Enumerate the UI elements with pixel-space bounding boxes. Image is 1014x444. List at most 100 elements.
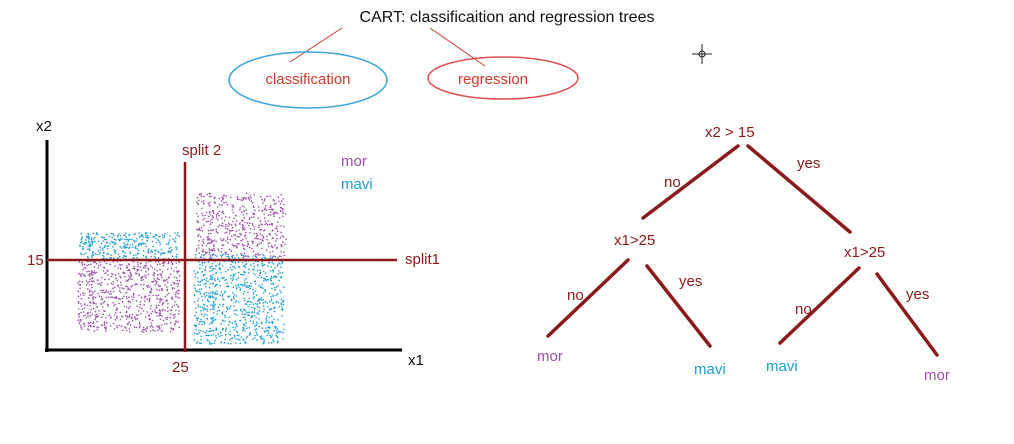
scatter-point — [257, 243, 259, 246]
scatter-point — [133, 265, 135, 268]
scatter-point — [238, 229, 240, 231]
scatter-point — [208, 343, 211, 345]
scatter-point — [103, 326, 106, 329]
scatter-point — [199, 267, 201, 270]
scatter-point — [263, 330, 266, 333]
scatter-point — [248, 327, 251, 329]
scatter-point — [236, 334, 239, 337]
scatter-point — [81, 240, 83, 243]
scatter-point — [142, 287, 145, 290]
scatter-point — [119, 238, 122, 240]
scatter-point — [136, 256, 138, 259]
scatter-point — [280, 291, 282, 294]
scatter-point — [276, 335, 279, 338]
scatter-point — [88, 275, 91, 277]
scatter-point — [193, 294, 196, 297]
scatter-point — [206, 305, 209, 307]
scatter-point — [158, 314, 160, 317]
scatter-point — [202, 307, 204, 309]
scatter-point — [83, 325, 86, 327]
scatter-point — [77, 295, 80, 298]
scatter-point — [167, 250, 170, 252]
scatter-point — [233, 309, 235, 312]
scatter-point — [280, 309, 283, 311]
scatter-point — [199, 256, 202, 258]
scatter-point — [280, 250, 283, 253]
scatter-point — [230, 299, 233, 302]
scatter-point — [240, 234, 242, 236]
scatter-point — [200, 192, 203, 195]
x-split-value: 25 — [172, 359, 189, 376]
scatter-point — [208, 286, 211, 289]
scatter-point — [160, 248, 163, 251]
scatter-point — [239, 232, 241, 235]
scatter-point — [165, 322, 168, 325]
scatter-point — [136, 269, 139, 272]
scatter-point — [215, 328, 218, 331]
scatter-point — [261, 257, 263, 259]
scatter-point — [116, 279, 119, 282]
scatter-point — [150, 249, 153, 252]
scatter-point — [166, 278, 168, 281]
scatter-point — [224, 320, 226, 322]
scatter-point — [139, 301, 142, 303]
scatter-point — [256, 235, 258, 237]
scatter-point — [142, 279, 144, 281]
classification-oval — [228, 51, 388, 109]
scatter-point — [130, 286, 132, 288]
scatter-point — [250, 264, 252, 267]
scatter-point — [107, 291, 110, 293]
scatter-point — [143, 265, 145, 268]
scatter-point — [245, 322, 247, 324]
scatter-point — [140, 262, 142, 265]
scatter-point — [136, 252, 139, 255]
scatter-point — [88, 322, 90, 325]
scatter-point — [242, 244, 244, 247]
scatter-point — [114, 252, 117, 254]
scatter-point — [88, 248, 91, 250]
scatter-point — [237, 283, 239, 286]
scatter-point — [241, 211, 243, 214]
scatter-point — [279, 272, 282, 274]
scatter-point — [172, 329, 175, 331]
scatter-point — [153, 272, 156, 275]
scatter-point — [242, 293, 245, 295]
scatter-point — [269, 327, 271, 329]
scatter-point — [242, 254, 244, 257]
scatter-point — [214, 303, 217, 306]
scatter-point — [87, 312, 89, 315]
scatter-point — [145, 261, 147, 264]
scatter-point — [128, 296, 130, 298]
scatter-point — [244, 325, 246, 327]
scatter-point — [226, 203, 229, 206]
scatter-point — [150, 322, 152, 324]
scatter-point — [129, 252, 132, 255]
scatter-point — [231, 229, 234, 232]
scatter-point — [213, 197, 216, 200]
scatter-point — [214, 268, 216, 270]
scatter-point — [213, 249, 216, 252]
scatter-point — [208, 211, 211, 214]
scatter-point — [125, 267, 128, 269]
scatter-point — [214, 339, 216, 342]
edge-label-right-no: no — [795, 301, 812, 318]
scatter-point — [83, 311, 85, 313]
scatter-point — [260, 276, 263, 279]
scatter-point — [107, 283, 109, 286]
scatter-point — [134, 247, 137, 250]
scatter-point — [142, 242, 145, 245]
scatter-point — [144, 234, 147, 236]
scatter-point — [248, 311, 250, 314]
scatter-point — [92, 298, 94, 301]
scatter-point — [120, 281, 122, 284]
scatter-point — [138, 321, 141, 324]
scatter-point — [256, 303, 259, 306]
scatter-point — [127, 287, 130, 290]
scatter-point — [236, 235, 239, 238]
scatter-point — [273, 326, 276, 328]
scatter-point — [177, 292, 180, 295]
scatter-point — [166, 316, 169, 319]
scatter-point — [247, 272, 250, 274]
scatter-point — [138, 232, 140, 234]
y-split-value: 15 — [27, 252, 44, 269]
